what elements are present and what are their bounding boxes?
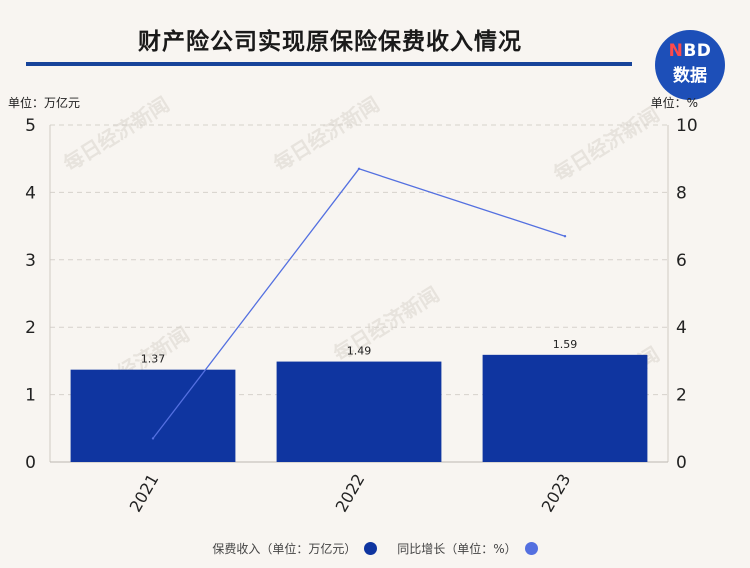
chart-title: 财产险公司实现原保险保费收入情况: [138, 29, 522, 55]
left-axis-unit: 单位：万亿元: [8, 96, 81, 110]
bar-data-label: 1.37: [141, 353, 166, 366]
growth-point: [563, 235, 567, 238]
bar-data-label: 1.59: [553, 338, 578, 351]
legend-item-growth[interactable]: 同比增长（单位：%）: [397, 540, 538, 557]
right-tick-label: 0: [676, 453, 687, 473]
right-tick-label: 2: [676, 386, 687, 406]
right-tick-label: 10: [676, 116, 698, 136]
bar: [70, 369, 236, 462]
x-tick-label: 2021: [126, 471, 163, 516]
left-tick-label: 1: [25, 386, 36, 406]
growth-point: [151, 437, 155, 440]
right-tick-label: 4: [676, 318, 687, 338]
legend: 保费收入（单位：万亿元） 同比增长（单位：%）: [0, 540, 750, 557]
bar: [482, 354, 648, 462]
left-tick-label: 2: [25, 318, 36, 338]
left-tick-label: 5: [25, 116, 36, 136]
bar: [276, 361, 442, 462]
title-underline: [26, 62, 632, 66]
watermark-text: 每日经济新闻: [59, 92, 173, 176]
x-tick-label: 2022: [332, 471, 369, 516]
left-tick-label: 3: [25, 251, 36, 271]
legend-dot-bar: [364, 542, 378, 555]
watermark-text: 每日经济新闻: [549, 102, 663, 186]
nbd-logo: NBD 数据: [655, 30, 725, 100]
right-axis-unit: 单位：%: [650, 96, 698, 110]
left-tick-label: 0: [25, 453, 36, 473]
legend-item-premium[interactable]: 保费收入（单位：万亿元）: [212, 540, 378, 557]
legend-dot-line: [524, 542, 538, 555]
right-tick-label: 6: [676, 251, 687, 271]
bar-data-label: 1.49: [347, 345, 372, 358]
left-tick-label: 4: [25, 183, 36, 203]
growth-point: [357, 167, 361, 171]
x-tick-label: 2023: [538, 471, 575, 516]
watermark-text: 每日经济新闻: [269, 92, 383, 176]
right-tick-label: 8: [676, 183, 687, 203]
